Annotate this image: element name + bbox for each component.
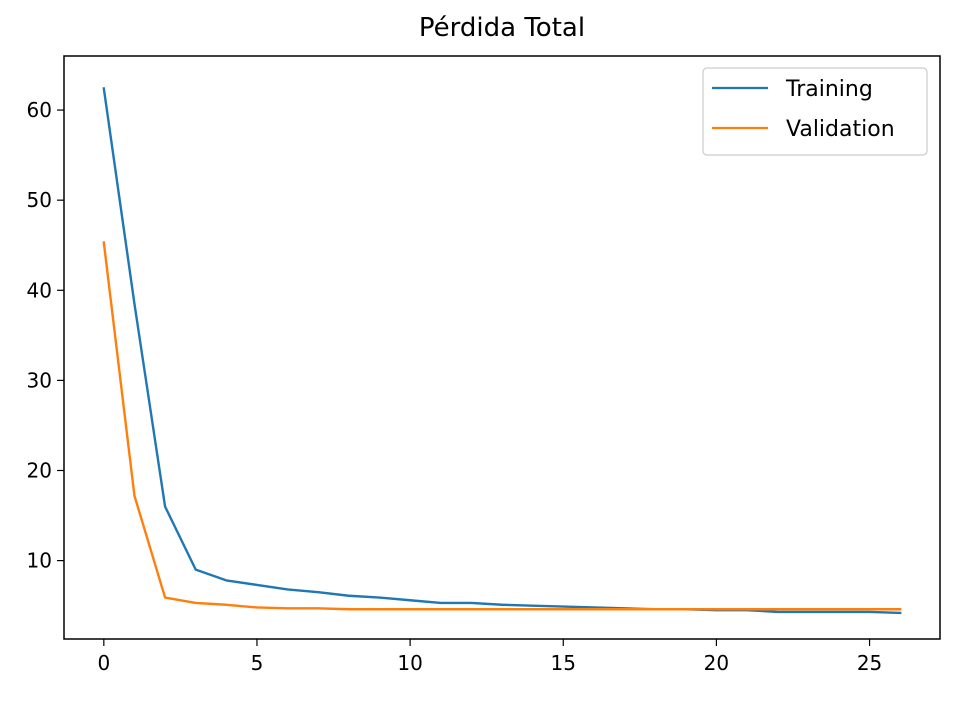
x-tick-label: 20 [704,651,729,675]
x-tick-label: 0 [97,651,110,675]
legend: Training Validation [702,67,928,156]
x-tick-label: 10 [397,651,422,675]
y-tick-label: 60 [27,98,52,122]
x-tick-label: 5 [251,651,264,675]
legend-box [702,67,928,156]
y-tick-label: 10 [27,549,52,573]
y-tick-label: 40 [27,278,52,302]
x-tick-label: 25 [857,651,882,675]
y-tick-label: 50 [27,188,52,212]
axes-frame [63,55,941,640]
plot-area: 0 5 10 15 20 25 10 20 30 40 50 60 [27,55,941,675]
series-line-training [102,87,902,615]
chart-title: Pérdida Total [419,13,585,43]
y-tick-label: 20 [27,458,52,482]
legend-label-validation: Validation [786,117,895,142]
y-axis: 10 20 30 40 50 60 [27,98,64,573]
series-line-validation [102,241,902,611]
series-lines [102,87,902,615]
x-tick-label: 15 [551,651,576,675]
x-axis: 0 5 10 15 20 25 [97,639,882,675]
legend-label-training: Training [785,77,873,102]
y-tick-label: 30 [27,368,52,392]
